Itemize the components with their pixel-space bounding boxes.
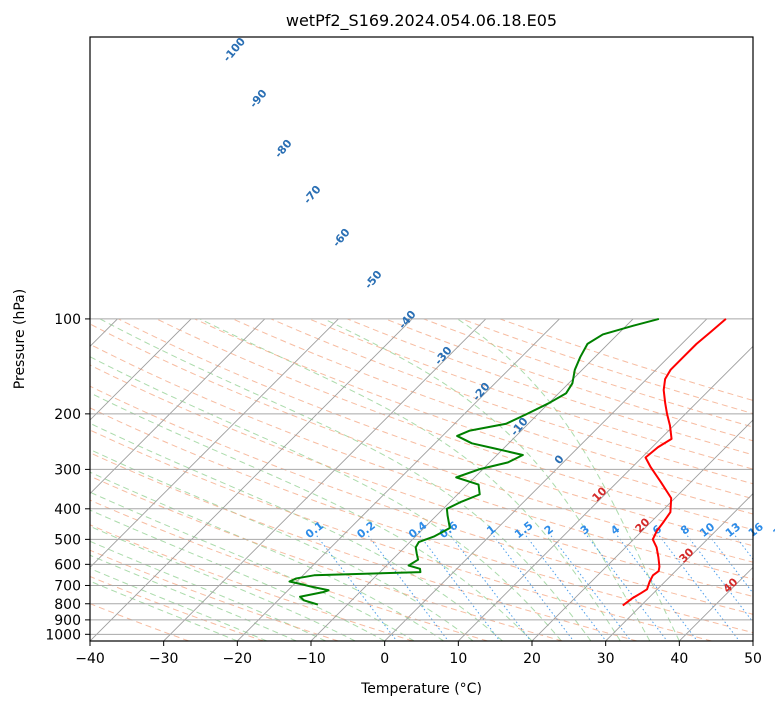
dewpoint-line <box>288 317 660 606</box>
chart-title: wetPf2_S169.2024.054.06.18.E05 <box>286 11 557 31</box>
mixing-ratio-label: 20 <box>771 520 775 540</box>
isotherm-line <box>163 318 487 641</box>
x-axis-title: Temperature (°C) <box>360 681 482 697</box>
isotherm-line <box>384 318 708 641</box>
mixing-ratio-line <box>493 535 575 641</box>
moist-adiabat-line <box>90 554 297 641</box>
y-tick-label: 900 <box>54 613 81 629</box>
x-tick-label: −30 <box>149 651 179 667</box>
dry-adiabat-line <box>308 318 753 470</box>
dry-adiabat-line <box>90 549 339 641</box>
moist-adiabat-line <box>90 471 444 641</box>
moist-adiabat-line <box>90 540 326 641</box>
mixing-ratio-line <box>367 535 449 641</box>
x-tick-label: 50 <box>744 651 762 667</box>
dry-adiabat-line <box>90 385 753 615</box>
mixing-ratio-line <box>658 535 740 641</box>
isotherm-line <box>90 318 192 421</box>
y-tick-label: 300 <box>54 462 81 478</box>
plot-area <box>90 37 753 641</box>
dry-adiabat-line <box>194 318 753 515</box>
x-tick-label: 10 <box>449 651 467 667</box>
mixing-ratio-line <box>734 535 753 560</box>
isotherm-line <box>90 318 413 641</box>
dry-adiabat-line <box>232 318 753 500</box>
y-tick-label: 200 <box>54 407 81 423</box>
dry-adiabat-line <box>90 499 488 641</box>
grid-lines <box>90 318 753 641</box>
moist-adiabat-line <box>90 491 415 641</box>
isotherm-line <box>605 493 753 641</box>
isotherm-line <box>458 345 753 641</box>
dry-adiabat-line <box>90 452 638 641</box>
y-tick-label: 400 <box>54 502 81 518</box>
y-tick-label: 500 <box>54 532 81 548</box>
mixing-ratio-line <box>316 535 398 641</box>
moist-adiabat-line <box>90 392 533 641</box>
dry-adiabat-line <box>90 475 563 641</box>
axis-ticks: −40 −30 −20 −10 0 10 20 30 40 50 100 200 300 400 500 60… <box>45 312 762 667</box>
dry-adiabat-line <box>90 429 712 641</box>
plot-frame <box>89 36 754 642</box>
mixing-ratio-line <box>709 535 753 594</box>
isotherm-line <box>90 318 266 495</box>
mixing-ratio-line <box>586 535 668 641</box>
x-tick-label: 20 <box>523 651 541 667</box>
mixing-ratio-lines <box>316 535 753 641</box>
mixing-ratio-line <box>419 535 501 641</box>
profile-lines <box>288 317 727 607</box>
dry-adiabat-line <box>90 603 189 641</box>
y-tick-label: 100 <box>54 312 81 328</box>
moist-adiabat-line <box>90 525 356 641</box>
y-tick-label: 700 <box>54 578 81 594</box>
isotherm-line <box>679 566 753 641</box>
x-tick-label: −20 <box>223 651 253 667</box>
dry-adiabat-line <box>90 407 753 634</box>
mixing-ratio-line <box>450 535 532 641</box>
isotherm-line <box>90 318 339 568</box>
moist-adiabat-line <box>323 318 651 641</box>
x-tick-label: 30 <box>597 651 615 667</box>
mixing-ratio-line <box>616 535 698 641</box>
y-tick-label: 600 <box>54 557 81 573</box>
y-axis-title: Pressure (hPa) <box>12 289 28 389</box>
mixing-ratio-line <box>550 535 632 641</box>
y-tick-label: 1000 <box>45 627 81 643</box>
moist-adiabat-line <box>99 318 592 641</box>
mixing-ratio-line <box>525 535 607 641</box>
x-tick-label: −10 <box>296 651 326 667</box>
dry-adiabat-line <box>118 318 753 547</box>
x-tick-label: 40 <box>670 651 688 667</box>
mixing-ratio-line <box>686 535 753 623</box>
isotherm-line <box>237 318 560 641</box>
x-tick-label: 0 <box>380 651 389 667</box>
isotherm-line <box>531 419 753 641</box>
y-tick-label: 800 <box>54 597 81 613</box>
x-tick-label: −40 <box>75 651 105 667</box>
temperature-line <box>622 318 727 607</box>
isotherm-line <box>310 318 634 641</box>
